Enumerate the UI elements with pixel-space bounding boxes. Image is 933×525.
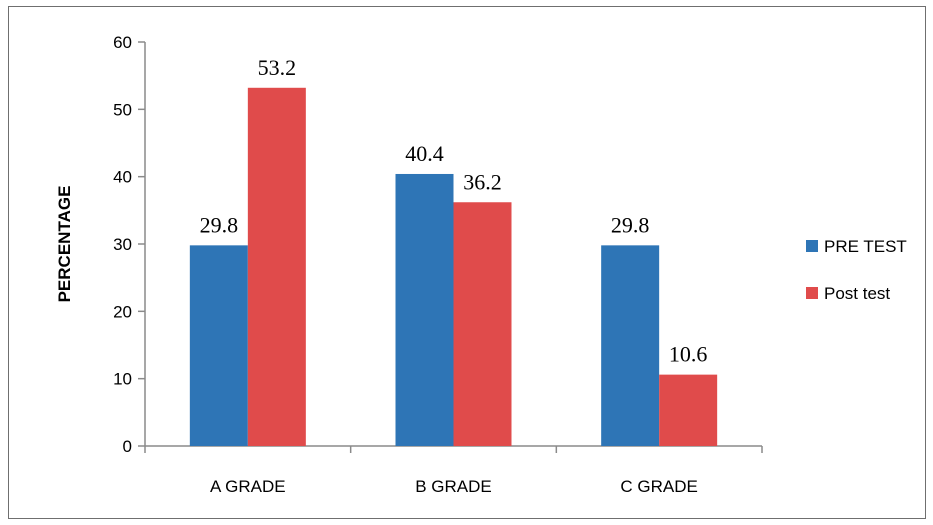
x-category-label: A GRADE (210, 477, 286, 496)
bar (659, 374, 718, 446)
y-tick-label: 10 (113, 370, 132, 389)
data-label: 10.6 (669, 342, 708, 367)
y-tick-label: 40 (113, 168, 132, 187)
y-tick-label: 60 (113, 33, 132, 52)
chart-data-labels: 29.8 40.4 29.8 53.2 36.2 10.6 (200, 55, 708, 367)
y-axis-title: PERCENTAGE (55, 186, 74, 303)
y-tick-label: 50 (113, 100, 132, 119)
x-category-label: C GRADE (620, 477, 697, 496)
bar (453, 202, 512, 446)
legend-swatch (806, 240, 818, 252)
chart-legend: PRE TEST Post test (806, 237, 907, 303)
bar (247, 87, 306, 446)
y-tick-label: 20 (113, 302, 132, 321)
y-tick-label: 0 (123, 437, 132, 456)
data-label: 40.4 (405, 141, 444, 166)
data-label: 29.8 (200, 212, 239, 237)
chart-bars (189, 87, 718, 446)
bar (189, 245, 248, 446)
y-tick-label: 30 (113, 235, 132, 254)
data-label: 53.2 (258, 55, 297, 80)
data-label: 29.8 (611, 212, 650, 237)
bar (601, 245, 660, 446)
x-category-label: B GRADE (415, 477, 492, 496)
legend-label: Post test (824, 284, 890, 303)
bar (395, 173, 454, 446)
legend-label: PRE TEST (824, 237, 907, 256)
legend-swatch (806, 287, 818, 299)
data-label: 36.2 (463, 169, 502, 194)
